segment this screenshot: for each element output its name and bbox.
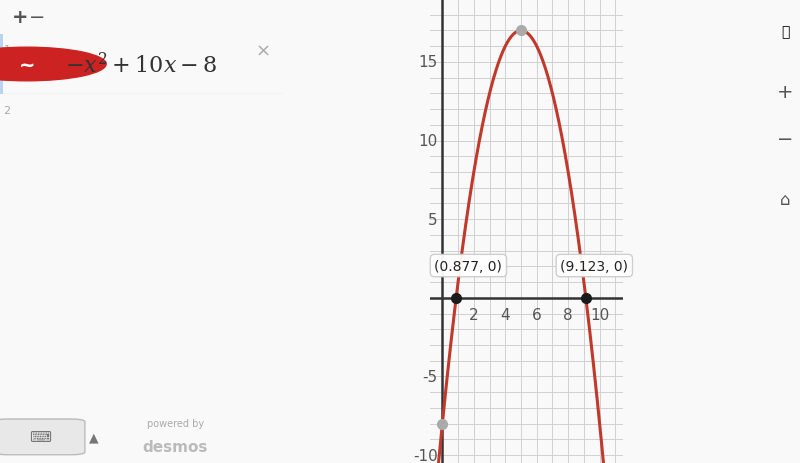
Text: −: − <box>777 130 793 148</box>
Text: −: − <box>29 8 45 27</box>
Text: -10: -10 <box>413 448 438 463</box>
Circle shape <box>0 48 106 81</box>
Text: 2: 2 <box>469 307 478 323</box>
Text: 10: 10 <box>418 134 438 149</box>
Text: 4: 4 <box>501 307 510 323</box>
Text: 6: 6 <box>532 307 542 323</box>
Text: ⌂: ⌂ <box>780 190 790 208</box>
Text: ⌨: ⌨ <box>29 429 50 444</box>
Text: 5: 5 <box>428 212 438 227</box>
Text: powered by: powered by <box>147 419 204 428</box>
Text: 2: 2 <box>3 106 10 116</box>
Text: desmos: desmos <box>142 439 208 454</box>
Text: +: + <box>777 83 794 102</box>
Text: (9.123, 0): (9.123, 0) <box>560 259 628 273</box>
Text: ×: × <box>256 43 270 61</box>
Text: 15: 15 <box>418 55 438 70</box>
Text: 1: 1 <box>3 45 10 55</box>
FancyBboxPatch shape <box>0 35 3 95</box>
Text: ~: ~ <box>18 56 35 75</box>
Text: -5: -5 <box>422 369 438 384</box>
FancyBboxPatch shape <box>0 419 85 455</box>
Text: +: + <box>11 8 28 27</box>
Text: 🔧: 🔧 <box>781 25 789 39</box>
Text: 10: 10 <box>590 307 610 323</box>
Text: (0.877, 0): (0.877, 0) <box>434 259 502 273</box>
Text: 8: 8 <box>563 307 573 323</box>
Text: ▲: ▲ <box>89 430 98 443</box>
Text: $-x^2+10x-8$: $-x^2+10x-8$ <box>65 52 218 77</box>
